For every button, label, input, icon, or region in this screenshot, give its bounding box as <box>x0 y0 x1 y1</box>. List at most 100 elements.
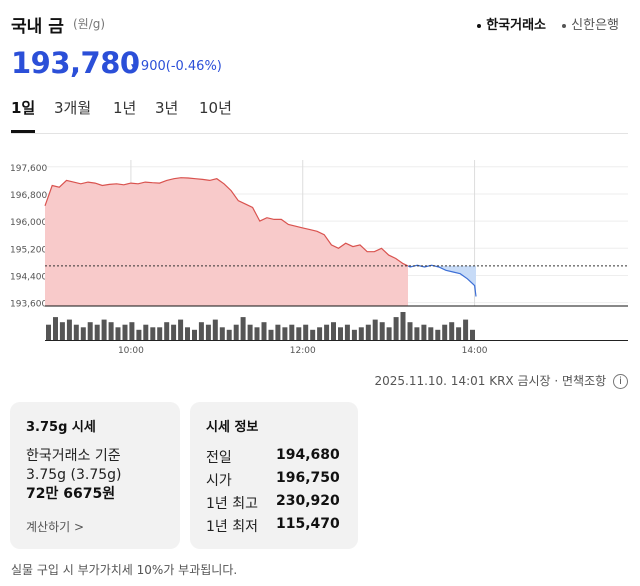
calculate-link[interactable]: 계산하기 > <box>26 520 85 534</box>
volume-bar <box>136 329 142 340</box>
volume-bar <box>386 327 392 340</box>
info-row-prev: 전일 194,680 <box>206 447 342 470</box>
volume-bar <box>310 329 316 340</box>
volume-bar <box>66 319 72 340</box>
volume-bar <box>275 324 281 340</box>
volume-bar <box>407 322 413 340</box>
volume-bar <box>400 312 406 340</box>
triangle-down-icon: ▼ <box>131 63 138 73</box>
active-dot-icon <box>477 23 482 28</box>
volume-bar <box>470 329 475 340</box>
info-label: 1년 최고 <box>206 496 258 512</box>
volume-bar <box>268 329 274 340</box>
volume-bar <box>129 322 135 340</box>
info-value: 115,470 <box>276 516 340 532</box>
price-chart[interactable]: 197,600 196,800 196,000 195,200 194,400 193,6… <box>0 150 640 360</box>
volume-bar <box>372 319 378 340</box>
active-tab-indicator <box>11 130 35 133</box>
volume-bar <box>157 327 163 340</box>
volume-bar <box>379 322 385 340</box>
volume-bar <box>324 324 330 340</box>
timestamp-row: 2025.11.10. 14:01 KRX 금시장 · 면책조항 i <box>374 372 628 389</box>
volume-bar <box>205 324 211 340</box>
volume-bar <box>178 319 184 340</box>
volume-bar <box>358 327 364 340</box>
volume-bar <box>428 327 434 340</box>
info-label: 전일 <box>206 450 232 466</box>
info-row-open: 시가 196,750 <box>206 470 342 493</box>
volume-bar <box>421 324 427 340</box>
volume-bar <box>87 322 93 340</box>
volume-bar <box>261 322 267 340</box>
change-amount: 900 <box>140 59 166 74</box>
volume-bar <box>442 324 448 340</box>
y-tick-label: 196,000 <box>10 218 47 228</box>
spot-amount: 72만 6675원 <box>26 486 116 502</box>
volume-bar <box>351 329 357 340</box>
volume-bar <box>226 329 232 340</box>
spot-basis: 한국거래소 기준 <box>26 448 121 464</box>
source-shinhan[interactable]: 신한은행 <box>562 14 619 33</box>
volume-bar <box>289 324 295 340</box>
y-tick-label: 193,600 <box>10 300 47 310</box>
volume-bar <box>46 324 51 340</box>
info-value: 230,920 <box>276 493 340 509</box>
volume-bar <box>150 327 156 340</box>
tab-1d[interactable]: 1일 <box>11 99 36 117</box>
volume-bar <box>414 327 420 340</box>
volume-bar <box>171 324 177 340</box>
volume-bar <box>463 319 469 340</box>
volume-bar <box>94 324 100 340</box>
timestamp-text: 2025.11.10. 14:01 KRX 금시장 · 면책조항 <box>374 374 607 388</box>
volume-bar <box>317 327 323 340</box>
tab-3m[interactable]: 3개월 <box>54 99 92 117</box>
volume-bar <box>59 322 65 340</box>
info-label: 시가 <box>206 473 232 489</box>
spot-card-title: 3.75g 시세 <box>26 420 96 435</box>
source-krx-label: 한국거래소 <box>486 18 547 33</box>
spot-weight: 3.75g (3.75g) <box>26 467 122 483</box>
price-line-down <box>407 264 477 297</box>
vat-notice: 실물 구입 시 부가가치세 10%가 부과됩니다. <box>11 563 238 577</box>
source-krx[interactable]: 한국거래소 <box>477 14 546 33</box>
volume-bar <box>435 329 441 340</box>
volume-bar <box>247 324 253 340</box>
volume-bar <box>192 329 197 340</box>
volume-bar <box>212 319 218 340</box>
volume-bar <box>115 327 121 340</box>
tab-10y[interactable]: 10년 <box>199 99 232 117</box>
price-area-up <box>45 177 408 306</box>
volume-bar <box>185 327 190 340</box>
x-tick-label: 12:00 <box>290 346 316 356</box>
unit-label: (원/g) <box>73 17 106 31</box>
tab-3y[interactable]: 3년 <box>155 99 179 117</box>
x-tick-label: 14:00 <box>462 346 488 356</box>
info-card-title: 시세 정보 <box>206 420 259 435</box>
volume-bar <box>101 319 107 340</box>
volume-bar <box>73 324 79 340</box>
volume-bar <box>338 327 343 340</box>
info-icon[interactable]: i <box>613 374 628 389</box>
page-title: 국내 금 <box>11 17 64 37</box>
spot-price-card: 3.75g 시세 한국거래소 기준 3.75g (3.75g) 72만 6675… <box>10 402 180 549</box>
volume-bar <box>219 327 225 340</box>
info-value: 194,680 <box>276 447 340 463</box>
x-tick-label: 10:00 <box>118 346 144 356</box>
volume-bar <box>198 322 204 340</box>
volume-bar <box>53 317 58 340</box>
volume-bar <box>122 324 128 340</box>
volume-bar <box>233 324 239 340</box>
volume-bar <box>254 327 260 340</box>
volume-bar <box>282 327 288 340</box>
change-percent: (-0.46%) <box>165 59 222 74</box>
volume-bar <box>365 324 371 340</box>
volume-bar <box>108 322 114 340</box>
volume-bar <box>143 324 149 340</box>
price-line-up <box>44 177 409 267</box>
info-label: 1년 최저 <box>206 519 258 535</box>
price-change: ▼ 900(-0.46%) <box>131 59 222 74</box>
volume-bar <box>240 317 246 340</box>
y-tick-label: 194,400 <box>10 272 47 282</box>
volume-bar <box>331 322 336 340</box>
tab-1y[interactable]: 1년 <box>113 99 137 117</box>
